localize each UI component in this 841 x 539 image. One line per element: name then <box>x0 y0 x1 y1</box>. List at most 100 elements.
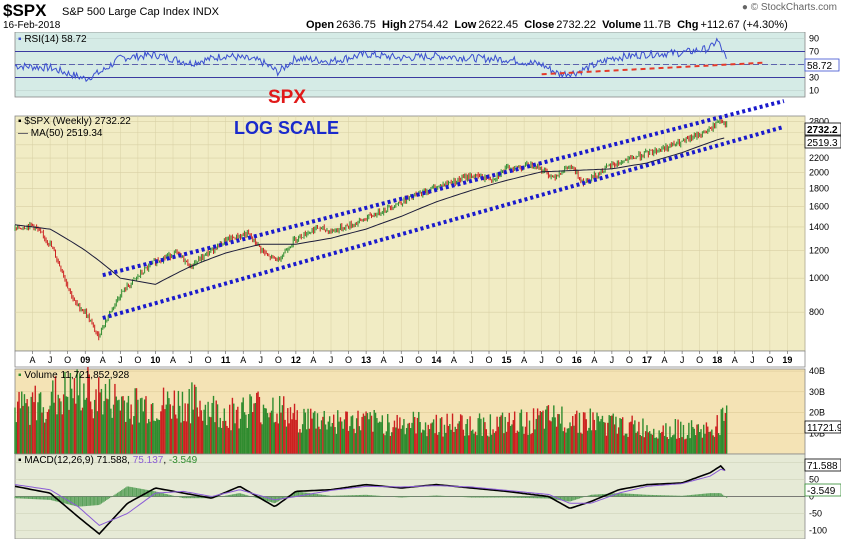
macd-histogram-bar <box>369 495 371 497</box>
price-panel: 8001000120014001600180020002200240026002… <box>14 87 841 352</box>
volume-bar <box>461 415 463 454</box>
volume-bar <box>75 403 77 454</box>
volume-bar <box>499 416 501 454</box>
macd-histogram-bar <box>370 495 373 497</box>
volume-bar <box>156 418 158 454</box>
volume-bar <box>391 432 393 454</box>
x-tick-label: 19 <box>782 355 792 365</box>
volume-bar <box>584 412 586 454</box>
volume-bar <box>88 374 90 454</box>
macd-histogram-bar <box>439 495 441 497</box>
volume-bar <box>350 416 352 454</box>
volume-bar <box>519 412 521 454</box>
x-tick-label: 09 <box>80 355 90 365</box>
macd-histogram-bar <box>522 496 524 498</box>
macd-histogram-bar <box>581 496 583 498</box>
volume-bar <box>481 435 483 454</box>
stockcharts-logo[interactable]: ● © StockCharts.com <box>742 2 837 13</box>
volume-bar <box>23 394 26 454</box>
volume-bar <box>509 425 512 454</box>
macd-histogram-bar <box>631 493 633 497</box>
x-tick-label: A <box>100 355 106 365</box>
volume-bar <box>247 413 250 454</box>
macd-histogram-bar <box>293 492 296 497</box>
macd-histogram-bar <box>531 496 533 499</box>
macd-histogram-bar <box>34 496 36 500</box>
price-legend-marker: ▪ <box>18 116 22 127</box>
macd-histogram-bar <box>487 496 489 498</box>
volume-bar <box>716 415 718 454</box>
high-value: 2754.42 <box>408 19 449 31</box>
volume-bar <box>617 427 620 454</box>
macd-histogram-bar <box>15 496 17 499</box>
x-tick-label: J <box>469 355 474 365</box>
volume-bar <box>265 408 267 454</box>
macd-histogram-bar <box>651 494 654 497</box>
volume-bar <box>651 434 654 454</box>
macd-histogram-bar <box>72 496 74 506</box>
volume-bar <box>162 387 165 454</box>
macd-histogram-bar <box>108 496 111 499</box>
x-tick-label: A <box>662 355 668 365</box>
macd-histogram-bar <box>528 496 531 499</box>
macd-histogram-bar <box>624 493 626 497</box>
macd-histogram-bar <box>150 490 152 497</box>
macd-tick-label: -50 <box>809 509 822 519</box>
macd-histogram-bar <box>374 495 377 497</box>
volume-bar <box>323 410 325 454</box>
volume-bar <box>254 402 257 454</box>
macd-histogram-bar <box>91 496 93 506</box>
macd-histogram-bar <box>619 493 621 497</box>
volume-bar <box>609 415 612 454</box>
volume-legend-marker: ▪ <box>18 370 22 381</box>
volume-bar <box>434 433 436 454</box>
volume-bar <box>39 392 42 454</box>
volume-bar <box>157 419 159 454</box>
macd-histogram-bar <box>311 493 313 497</box>
macd-histogram-bar <box>476 496 478 498</box>
volume-bar <box>574 414 577 454</box>
macd-histogram-bar <box>26 496 28 499</box>
macd-histogram-bar <box>226 495 228 497</box>
volume-bar <box>297 432 300 454</box>
volume-bar <box>278 396 281 454</box>
volume-bar <box>173 390 176 454</box>
volume-bar <box>449 424 451 454</box>
macd-histogram-bar <box>576 496 578 500</box>
volume-bar <box>206 425 208 454</box>
volume-bar <box>21 391 23 454</box>
macd-histogram-bar <box>157 492 159 497</box>
macd-histogram-bar <box>341 495 343 497</box>
rsi-trendline <box>541 61 767 76</box>
volume-bar <box>674 418 677 454</box>
volume-bar <box>546 406 548 454</box>
volume-bar <box>187 403 189 454</box>
volume-bar <box>127 395 130 454</box>
x-tick-label: A <box>381 355 387 365</box>
volume-bar <box>150 404 153 454</box>
macd-histogram-bar <box>401 496 404 498</box>
volume-bar <box>241 402 243 454</box>
volume-bar <box>607 422 609 454</box>
volume-bar <box>662 425 664 454</box>
volume-bar <box>682 424 685 454</box>
macd-histogram-bar <box>96 496 98 506</box>
macd-histogram-bar <box>85 496 88 507</box>
volume-bar <box>166 391 169 454</box>
macd-histogram-bar <box>636 494 639 497</box>
volume-bar <box>114 383 116 454</box>
volume-bar <box>276 413 278 454</box>
volume-bar <box>222 420 224 454</box>
macd-histogram-bar <box>565 496 567 502</box>
volume-bar <box>561 406 563 454</box>
volume-bar <box>253 403 255 454</box>
macd-histogram-bar <box>492 496 494 498</box>
volume-bar <box>376 418 378 454</box>
x-tick-label: O <box>345 355 352 365</box>
ma-legend: — MA(50) 2519.34 <box>18 128 103 139</box>
volume-bar <box>647 432 650 454</box>
volume-bar <box>26 399 28 454</box>
macd-histogram-bar <box>726 496 728 498</box>
volume-bar <box>582 412 585 454</box>
macd-histogram-bar <box>661 495 663 497</box>
